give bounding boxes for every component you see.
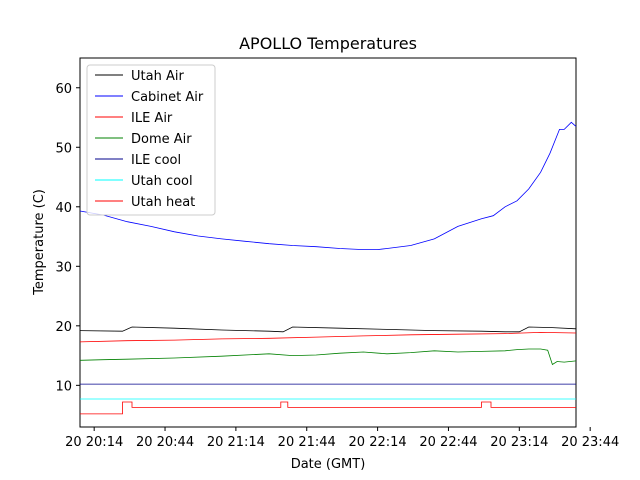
legend-label-5: Utah cool — [131, 174, 193, 189]
series-line-0 — [79, 326, 577, 333]
x-tick-label: 20 20:44 — [136, 435, 194, 450]
legend-label-2: ILE Air — [131, 111, 173, 126]
legend-label-0: Utah Air — [131, 69, 184, 84]
legend-box — [86, 64, 216, 216]
y-tick-label: 20 — [55, 320, 72, 335]
y-tick-label: 30 — [55, 260, 72, 275]
x-axis-title: Date (GMT) — [291, 457, 366, 472]
x-tick-label: 20 22:44 — [419, 435, 477, 450]
x-tick-label: 20 21:14 — [207, 435, 265, 450]
y-tick-label: 60 — [55, 82, 72, 97]
x-tick-label: 20 22:14 — [349, 435, 407, 450]
y-tick-label: 10 — [55, 379, 72, 394]
x-tick-label: 20 23:44 — [561, 435, 619, 450]
legend-label-1: Cabinet Air — [131, 90, 204, 105]
x-tick-label: 20 23:14 — [490, 435, 548, 450]
series-line-1 — [79, 121, 577, 251]
x-axis: 20 20:14 20 20:44 20 21:14 20 21:44 20 22:14… — [65, 427, 619, 450]
x-tick-label: 20 20:14 — [65, 435, 123, 450]
chart-title: APOLLO Temperatures — [239, 34, 417, 53]
series-line-2 — [79, 331, 577, 343]
x-tick-label: 20 21:44 — [278, 435, 336, 450]
y-tick-label: 40 — [55, 201, 72, 216]
y-axis-title: Temperature (C) — [32, 189, 47, 296]
legend-label-6: Utah heat — [131, 195, 195, 210]
legend: Utah Air Cabinet Air ILE Air Dome Air ILE co… — [86, 64, 216, 216]
legend-label-4: ILE cool — [131, 153, 181, 168]
series-line-3 — [79, 348, 577, 366]
y-axis: 10 20 30 40 50 60 — [55, 82, 80, 394]
series-line-6 — [80, 401, 576, 415]
plot-area-frame — [79, 57, 577, 428]
series-layer — [79, 121, 577, 415]
y-tick-label: 50 — [55, 141, 72, 156]
legend-label-3: Dome Air — [131, 132, 192, 147]
